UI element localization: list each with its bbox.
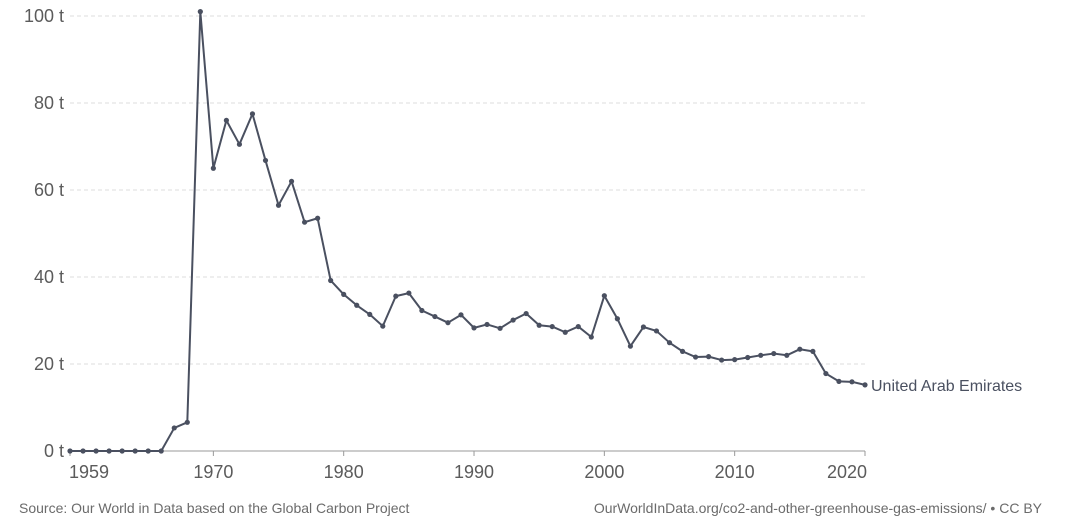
data-point-1977 (301, 219, 308, 225)
source-note: Source: Our World in Data based on the G… (19, 500, 410, 516)
data-point-1985 (406, 290, 412, 296)
data-point-2005 (666, 340, 673, 346)
data-point-2011 (745, 354, 751, 361)
data-point-2003 (640, 324, 647, 330)
x-tick-label-1970: 1970 (193, 462, 233, 482)
data-point-2006 (679, 348, 686, 354)
data-point-1981 (354, 302, 360, 308)
y-tick-label-0: 0 t (44, 441, 64, 461)
data-point-1962 (106, 448, 112, 454)
data-point-1964 (132, 448, 138, 454)
data-point-1992 (497, 325, 503, 331)
data-point-2018 (836, 378, 842, 384)
data-point-1993 (510, 317, 516, 323)
data-point-1984 (393, 293, 399, 299)
data-point-1973 (249, 111, 256, 117)
data-point-1983 (380, 323, 386, 329)
data-point-1963 (119, 448, 125, 454)
x-tick-label-1959: 1959 (69, 462, 109, 482)
data-point-2019 (849, 379, 855, 385)
y-tick-label-100: 100 t (24, 6, 64, 26)
data-point-1989 (458, 312, 464, 318)
data-point-1997 (562, 329, 568, 335)
data-point-1970 (210, 165, 216, 171)
data-point-1995 (536, 322, 542, 328)
y-tick-label-20: 20 t (34, 354, 64, 374)
data-point-1998 (575, 323, 581, 330)
data-point-2014 (784, 352, 790, 358)
data-point-1991 (484, 321, 490, 328)
series-line-0 (69, 10, 866, 452)
data-point-1980 (341, 291, 347, 297)
x-axis: 1959 1970 1980 1990 2000 2010 2020 (69, 450, 867, 482)
x-tick-label-2010: 2010 (715, 462, 755, 482)
data-point-1976 (288, 178, 295, 184)
y-tick-label-60: 60 t (34, 180, 64, 200)
source-url[interactable]: OurWorldInData.org/co2-and-other-greenho… (593, 500, 1042, 516)
data-point-1974 (262, 157, 269, 164)
data-point-2008 (706, 354, 712, 360)
data-point-1978 (315, 215, 321, 221)
x-tick-label-1980: 1980 (324, 462, 364, 482)
data-point-1994 (523, 310, 529, 317)
series-layer: United Arab Emirates (67, 9, 1022, 454)
data-point-2013 (771, 350, 777, 357)
data-point-1961 (93, 448, 99, 454)
data-point-1990 (471, 325, 477, 331)
data-point-2007 (692, 354, 699, 360)
x-tick-label-1990: 1990 (454, 462, 494, 482)
y-tick-label-80: 80 t (34, 93, 64, 113)
data-point-1959 (67, 448, 73, 454)
data-point-2000 (601, 293, 607, 299)
grid-lines (70, 15, 865, 365)
data-point-1971 (223, 117, 229, 123)
data-point-1969 (197, 9, 203, 15)
data-point-1966 (158, 448, 164, 454)
data-point-2010 (732, 357, 738, 363)
data-point-1988 (445, 320, 451, 326)
data-point-1975 (275, 202, 282, 208)
data-point-1982 (367, 311, 373, 318)
data-point-2015 (797, 346, 803, 352)
data-point-1986 (419, 307, 425, 314)
data-point-2002 (627, 343, 634, 349)
data-point-1972 (236, 141, 243, 147)
y-tick-label-40: 40 t (34, 267, 64, 287)
data-point-2012 (758, 352, 764, 358)
data-point-1979 (328, 277, 334, 284)
data-point-1967 (171, 425, 177, 431)
data-point-2016 (810, 348, 816, 354)
x-tick-label-2000: 2000 (584, 462, 624, 482)
data-point-1968 (184, 419, 190, 425)
data-point-2017 (823, 370, 829, 377)
data-point-2001 (614, 316, 620, 322)
data-point-1965 (145, 448, 151, 454)
data-point-2004 (653, 328, 660, 334)
data-point-1999 (588, 334, 594, 340)
data-point-1996 (549, 323, 555, 330)
data-point-1987 (432, 313, 438, 320)
data-point-2020 (862, 382, 868, 388)
data-point-2009 (719, 357, 725, 363)
y-axis: 0 t 20 t 40 t 60 t 80 t 100 t (24, 6, 64, 461)
series-label: United Arab Emirates (871, 378, 1022, 395)
x-tick-label-2020: 2020 (827, 462, 867, 482)
data-point-1960 (80, 448, 86, 454)
